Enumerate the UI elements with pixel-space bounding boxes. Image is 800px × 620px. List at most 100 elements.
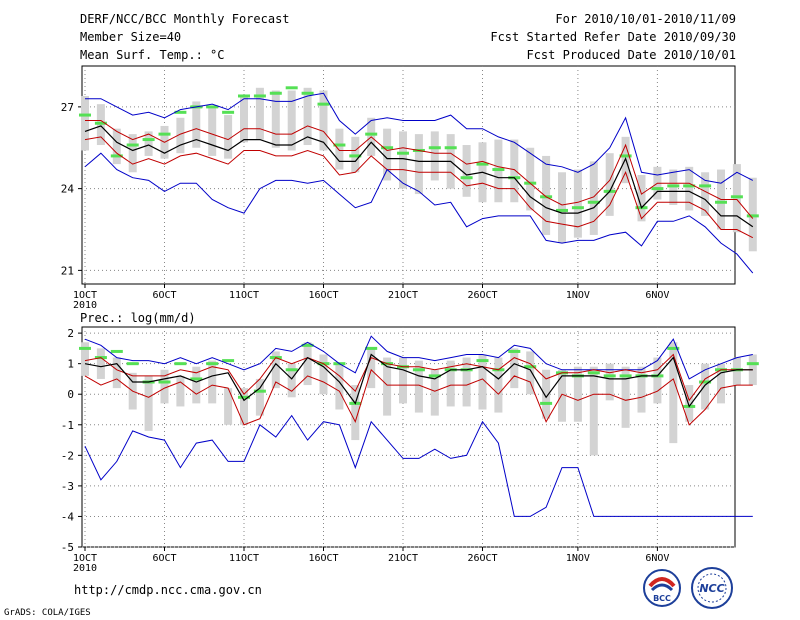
observed-marker	[349, 154, 362, 158]
ensemble-spread-bar	[367, 348, 376, 389]
observed-marker	[253, 94, 266, 98]
observed-marker	[142, 138, 155, 142]
ensemble-spread-bar	[573, 366, 582, 422]
ensemble-spread-bar	[414, 360, 423, 413]
ensemble-spread-bar	[240, 95, 248, 143]
y-tick-label: 24	[61, 183, 75, 196]
observed-marker	[206, 362, 219, 366]
observed-marker	[126, 362, 139, 366]
ensemble-spread-bar	[685, 385, 694, 422]
observed-marker	[285, 368, 298, 372]
observed-marker	[174, 362, 187, 366]
ensemble-spread-bar	[335, 128, 344, 170]
chart-title: DERF/NCC/BCC Monthly Forecast	[80, 12, 290, 26]
variable-label-precip: Prec.: log(mm/d)	[80, 311, 196, 325]
observed-marker	[158, 380, 171, 384]
ensemble-spread-bar	[637, 366, 646, 413]
observed-marker	[556, 208, 568, 212]
x-tick-label: 21OCT	[388, 290, 418, 301]
observed-marker	[412, 368, 425, 372]
ensemble-spread-bar	[319, 354, 328, 395]
ensemble-spread-bar	[573, 169, 582, 238]
ensemble-spread-bar	[96, 348, 105, 379]
observed-marker	[79, 346, 91, 350]
y-tick-label: 21	[61, 264, 74, 277]
y-tick-label: 27	[61, 101, 74, 114]
y-tick-label: 0	[67, 388, 74, 401]
ensemble-spread-bar	[653, 357, 662, 404]
observed-marker	[333, 143, 346, 147]
ensemble-spread-bar	[208, 360, 217, 404]
ensemble-spread-bar	[637, 175, 646, 222]
ensemble-spread-bar	[383, 357, 392, 416]
source-url[interactable]: http://cmdp.ncc.cma.gov.cn	[74, 583, 262, 597]
ensemble-spread-bar	[526, 351, 535, 395]
x-tick-label: 1OCT	[73, 553, 97, 564]
observed-marker	[444, 146, 457, 150]
series-line-max	[84, 335, 753, 380]
x-tick-label: 1NOV	[566, 553, 590, 564]
produced-date: Fcst Produced Date 2010/10/01	[526, 48, 736, 62]
observed-marker	[730, 195, 743, 199]
ncc-logo-text: NCC	[699, 582, 724, 595]
ensemble-spread-bar	[208, 106, 217, 156]
ensemble-spread-bar	[192, 366, 201, 404]
observed-marker	[603, 374, 616, 378]
observed-marker	[317, 102, 330, 106]
ensemble-spread-bar	[192, 101, 201, 148]
ensemble-spread-bar	[462, 357, 471, 407]
observed-marker	[540, 401, 553, 405]
x-tick-label: 16OCT	[308, 290, 338, 301]
x-tick-label: 16OCT	[308, 553, 338, 564]
ensemble-spread-bar	[224, 115, 233, 159]
ensemble-spread-bar	[510, 139, 519, 203]
ensemble-spread-bar	[494, 357, 503, 413]
observed-marker	[206, 105, 219, 109]
observed-marker	[571, 206, 584, 210]
x-year-label: 2010	[73, 300, 97, 311]
observed-marker	[222, 359, 235, 363]
observed-marker	[524, 365, 537, 369]
x-tick-label: 6OCT	[152, 553, 176, 564]
series-line-plus-std	[84, 353, 753, 402]
observed-marker	[94, 121, 107, 125]
series-line-plus-std	[85, 120, 754, 219]
ensemble-spread-bar	[255, 378, 264, 416]
ensemble-spread-bar	[271, 351, 280, 389]
observed-marker	[238, 395, 250, 399]
observed-marker	[238, 94, 250, 98]
observed-marker	[715, 200, 727, 204]
observed-marker	[619, 154, 632, 158]
ensemble-spread-bar	[128, 134, 137, 173]
observed-marker	[222, 110, 235, 114]
observed-marker	[428, 374, 441, 378]
ensemble-spread-bar	[351, 385, 360, 441]
refer-date: Fcst Started Refer Date 2010/09/30	[490, 30, 736, 44]
observed-marker	[110, 349, 123, 353]
observed-marker	[746, 362, 759, 366]
series-line-min	[84, 152, 754, 274]
observed-marker	[126, 143, 139, 147]
x-tick-label: 26OCT	[467, 553, 497, 564]
x-tick-label: 26OCT	[467, 290, 497, 301]
observed-marker	[667, 184, 680, 188]
x-tick-label: 11OCT	[229, 290, 259, 301]
ensemble-spread-bar	[605, 153, 614, 216]
observed-marker	[587, 200, 600, 204]
ensemble-spread-bar	[542, 369, 551, 419]
series-line-minus-std	[84, 368, 753, 426]
observed-marker	[587, 371, 600, 375]
ensemble-spread-bar	[701, 363, 710, 410]
y-tick-label: 1	[67, 358, 74, 371]
ensemble-spread-bar	[383, 128, 392, 181]
ensemble-spread-bar	[81, 342, 89, 376]
x-tick-label: 6NOV	[645, 290, 669, 301]
y-tick-label: -1	[61, 419, 74, 432]
ensemble-spread-bar	[399, 131, 407, 189]
observed-marker	[397, 151, 409, 155]
ensemble-spread-bar	[558, 369, 566, 422]
observed-marker	[269, 91, 282, 95]
ensemble-spread-bar	[510, 348, 519, 389]
ensemble-spread-bar	[144, 375, 153, 431]
grads-credit: GrADS: COLA/IGES	[4, 608, 91, 618]
